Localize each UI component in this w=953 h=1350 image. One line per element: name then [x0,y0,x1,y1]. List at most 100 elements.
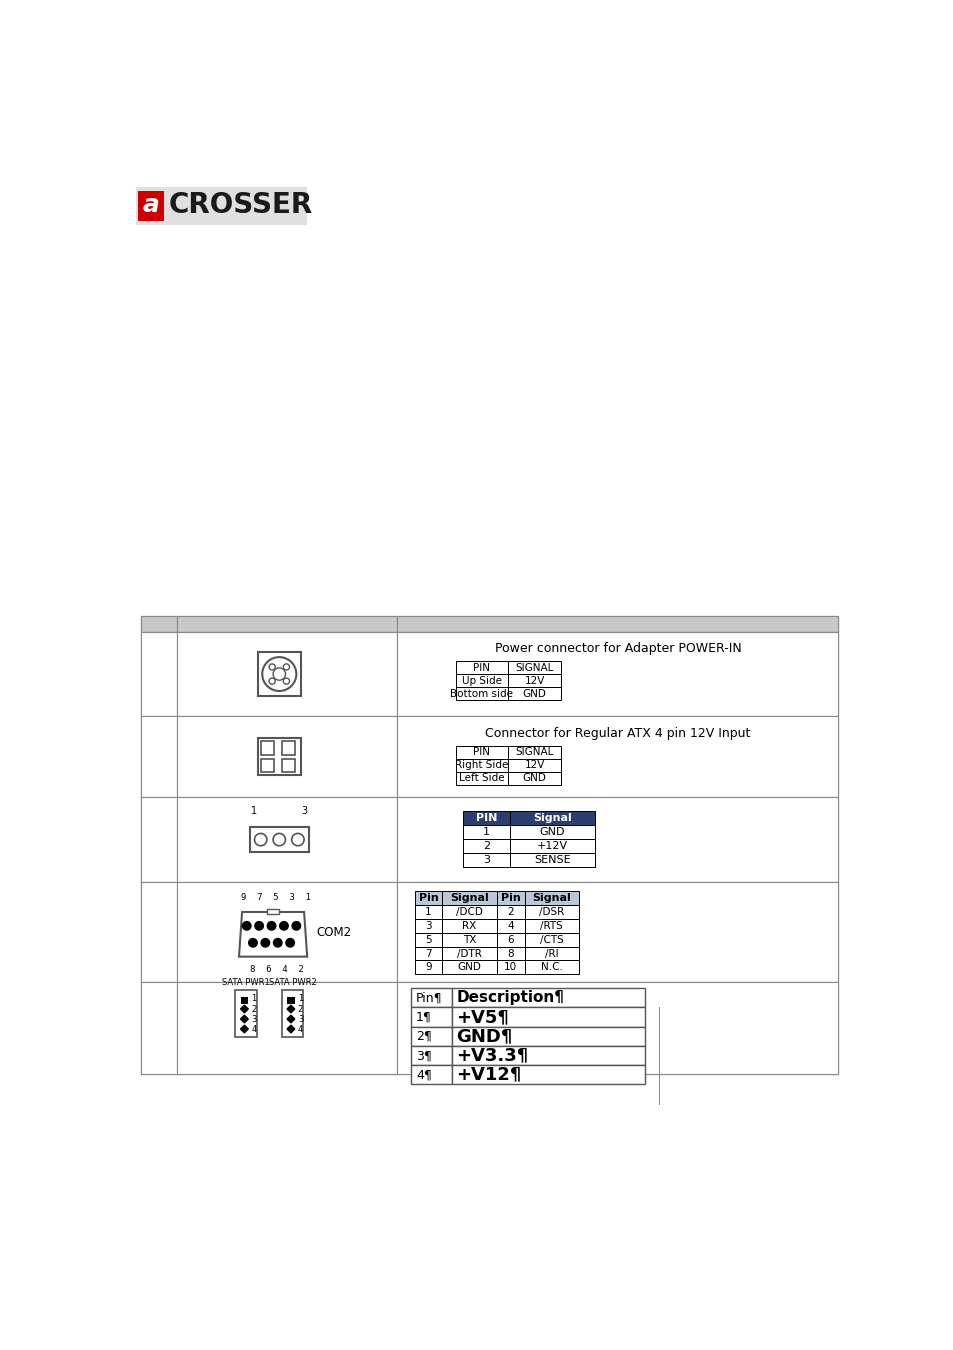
Text: 3: 3 [301,806,307,817]
Text: 10: 10 [503,963,517,972]
Text: PIN: PIN [473,747,490,757]
Text: 2: 2 [297,1004,303,1014]
Text: 4: 4 [507,921,514,931]
Bar [141,617,838,632]
Text: GND: GND [522,688,546,699]
Bar [257,738,301,775]
Bar [452,1027,645,1046]
Bar [234,990,256,1038]
Bar [442,891,497,904]
Text: 4: 4 [297,1025,303,1034]
Bar [397,882,838,981]
Bar [260,759,274,772]
Text: 2¶: 2¶ [416,1030,432,1042]
Text: Description¶: Description¶ [456,991,564,1006]
Bar [524,946,578,960]
Bar [141,981,176,1075]
Text: 3: 3 [297,1014,303,1023]
Bar [136,186,307,225]
Bar [442,946,497,960]
Bar [509,825,595,838]
Circle shape [283,664,289,670]
Polygon shape [240,1025,248,1033]
Bar [176,632,397,717]
Text: 5: 5 [425,934,432,945]
Bar [141,632,838,717]
Bar [176,617,397,632]
Bar [456,759,508,772]
Bar [411,988,452,1007]
Text: 8: 8 [507,949,514,958]
Bar [463,838,509,853]
Text: +V5¶: +V5¶ [456,1008,509,1026]
Text: 4¶: 4¶ [416,1068,432,1081]
Text: 8  6  4  2: 8 6 4 2 [250,965,303,975]
Bar [509,853,595,867]
Bar [497,960,524,975]
Text: Left Side: Left Side [458,774,504,783]
Bar [141,632,176,717]
Text: 12V: 12V [524,675,544,686]
Text: Connector for Regular ATX 4 pin 12V Input: Connector for Regular ATX 4 pin 12V Inpu… [485,726,750,740]
Bar [415,904,442,919]
Circle shape [269,678,275,684]
Bar [497,933,524,946]
Circle shape [286,938,294,946]
Polygon shape [287,1006,294,1012]
Circle shape [273,833,285,845]
Text: 12V: 12V [524,760,544,771]
Text: /DSR: /DSR [538,907,564,917]
Bar [524,919,578,933]
Text: 2: 2 [252,1004,256,1014]
Bar [141,617,838,1075]
Text: 4: 4 [252,1025,256,1034]
Bar [452,1007,645,1027]
Text: +12V: +12V [537,841,567,850]
Polygon shape [287,1025,294,1033]
Text: SATA PWR2: SATA PWR2 [269,977,316,987]
Bar [497,904,524,919]
Text: Pin: Pin [418,894,437,903]
Text: /DCD: /DCD [456,907,482,917]
Circle shape [292,922,300,930]
Bar [137,192,164,220]
Circle shape [267,922,275,930]
Text: 7: 7 [425,949,432,958]
Text: +V3.3¶: +V3.3¶ [456,1046,528,1065]
Bar [456,745,508,759]
Circle shape [269,664,275,670]
Text: GND: GND [457,963,481,972]
Bar [442,960,497,975]
Text: SIGNAL: SIGNAL [515,663,554,672]
Bar [524,933,578,946]
Text: CROSSER: CROSSER [169,192,313,219]
Bar [281,741,294,755]
Text: Pin: Pin [500,894,520,903]
Bar [463,825,509,838]
Bar [141,798,838,882]
Text: TX: TX [462,934,476,945]
Text: Bottom side: Bottom side [450,688,513,699]
Text: SENSE: SENSE [534,855,570,864]
Bar [281,759,294,772]
Bar [452,1046,645,1065]
Bar [456,674,508,687]
Text: /DTR: /DTR [456,949,481,958]
Bar [267,909,279,914]
Circle shape [254,833,267,845]
Bar [250,828,309,852]
Text: 1: 1 [482,828,490,837]
Bar [141,717,838,798]
Text: Signal: Signal [532,894,571,903]
Circle shape [254,922,263,930]
Bar [411,1007,452,1027]
Circle shape [292,833,304,845]
Text: 2: 2 [482,841,490,850]
Bar [141,717,176,798]
Bar [397,632,838,717]
Polygon shape [239,913,307,957]
Bar [452,988,645,1007]
Text: COM2: COM2 [316,926,352,938]
Bar [452,1065,645,1084]
Text: Right Side: Right Side [455,760,508,771]
